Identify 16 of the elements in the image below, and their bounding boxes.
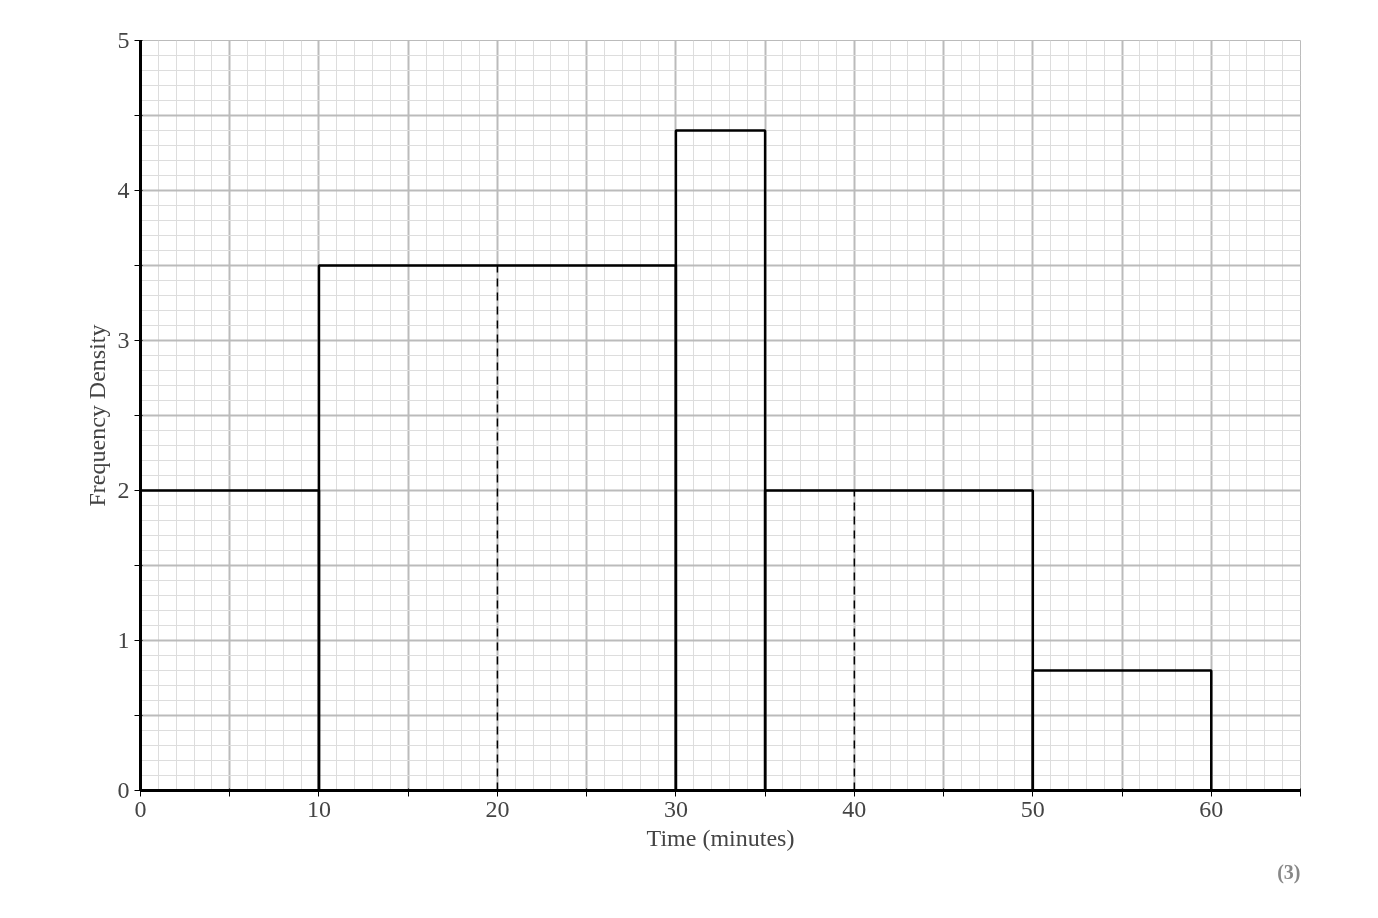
text: (3)	[1277, 860, 1301, 884]
x-tick-label: 60	[1199, 795, 1224, 822]
y-axis-title: Frequency Density	[83, 324, 110, 507]
y-tick-label: 3	[117, 327, 130, 353]
y-tick-label: 2	[117, 477, 130, 503]
y-tick-label: 4	[117, 177, 130, 203]
x-tick-label: 40	[842, 795, 867, 822]
x-tick-label: 10	[306, 795, 331, 822]
y-tick-label: 1	[117, 627, 130, 653]
y-tick-label: 0	[117, 777, 130, 803]
x-tick-label: 20	[485, 795, 510, 822]
x-axis-title: Time (minutes)	[646, 824, 795, 851]
x-tick-label: 50	[1020, 795, 1045, 822]
y-tick-label: 5	[117, 27, 130, 53]
x-tick-label: 30	[663, 795, 688, 822]
x-tick-label: 0	[134, 795, 147, 822]
